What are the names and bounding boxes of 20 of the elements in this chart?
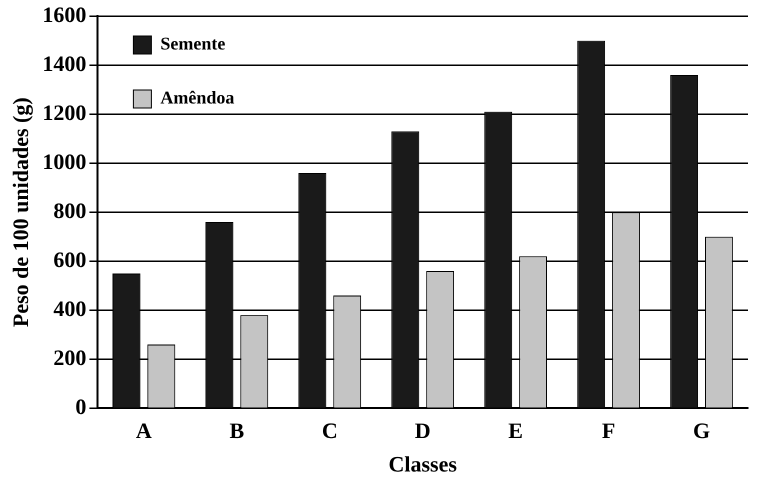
x-tick-label: D (414, 418, 431, 444)
y-tick-label: 400 (53, 296, 86, 321)
y-tick-label: 800 (53, 198, 86, 223)
y-tick-label: 1400 (42, 50, 86, 76)
y-tick-label: 0 (75, 394, 86, 419)
legend-label: Amêndoa (160, 88, 234, 108)
x-tick-label: E (508, 418, 523, 444)
y-tick-label: 200 (53, 344, 86, 370)
x-tick-label: A (136, 418, 152, 444)
x-tick-label: B (229, 418, 244, 444)
y-tick-label: 600 (53, 246, 86, 272)
legend-label: Semente (160, 34, 226, 54)
x-tick-label: C (322, 418, 338, 444)
x-tick-label: G (692, 418, 710, 444)
y-tick-label: 1200 (42, 100, 86, 125)
y-axis-title: Peso de 100 unidades (g) (8, 97, 33, 328)
y-tick-label: 1000 (42, 148, 86, 174)
y-tick-label: 1600 (42, 2, 86, 27)
x-tick-label: F (602, 418, 616, 444)
x-axis-title: Classes (388, 451, 458, 476)
